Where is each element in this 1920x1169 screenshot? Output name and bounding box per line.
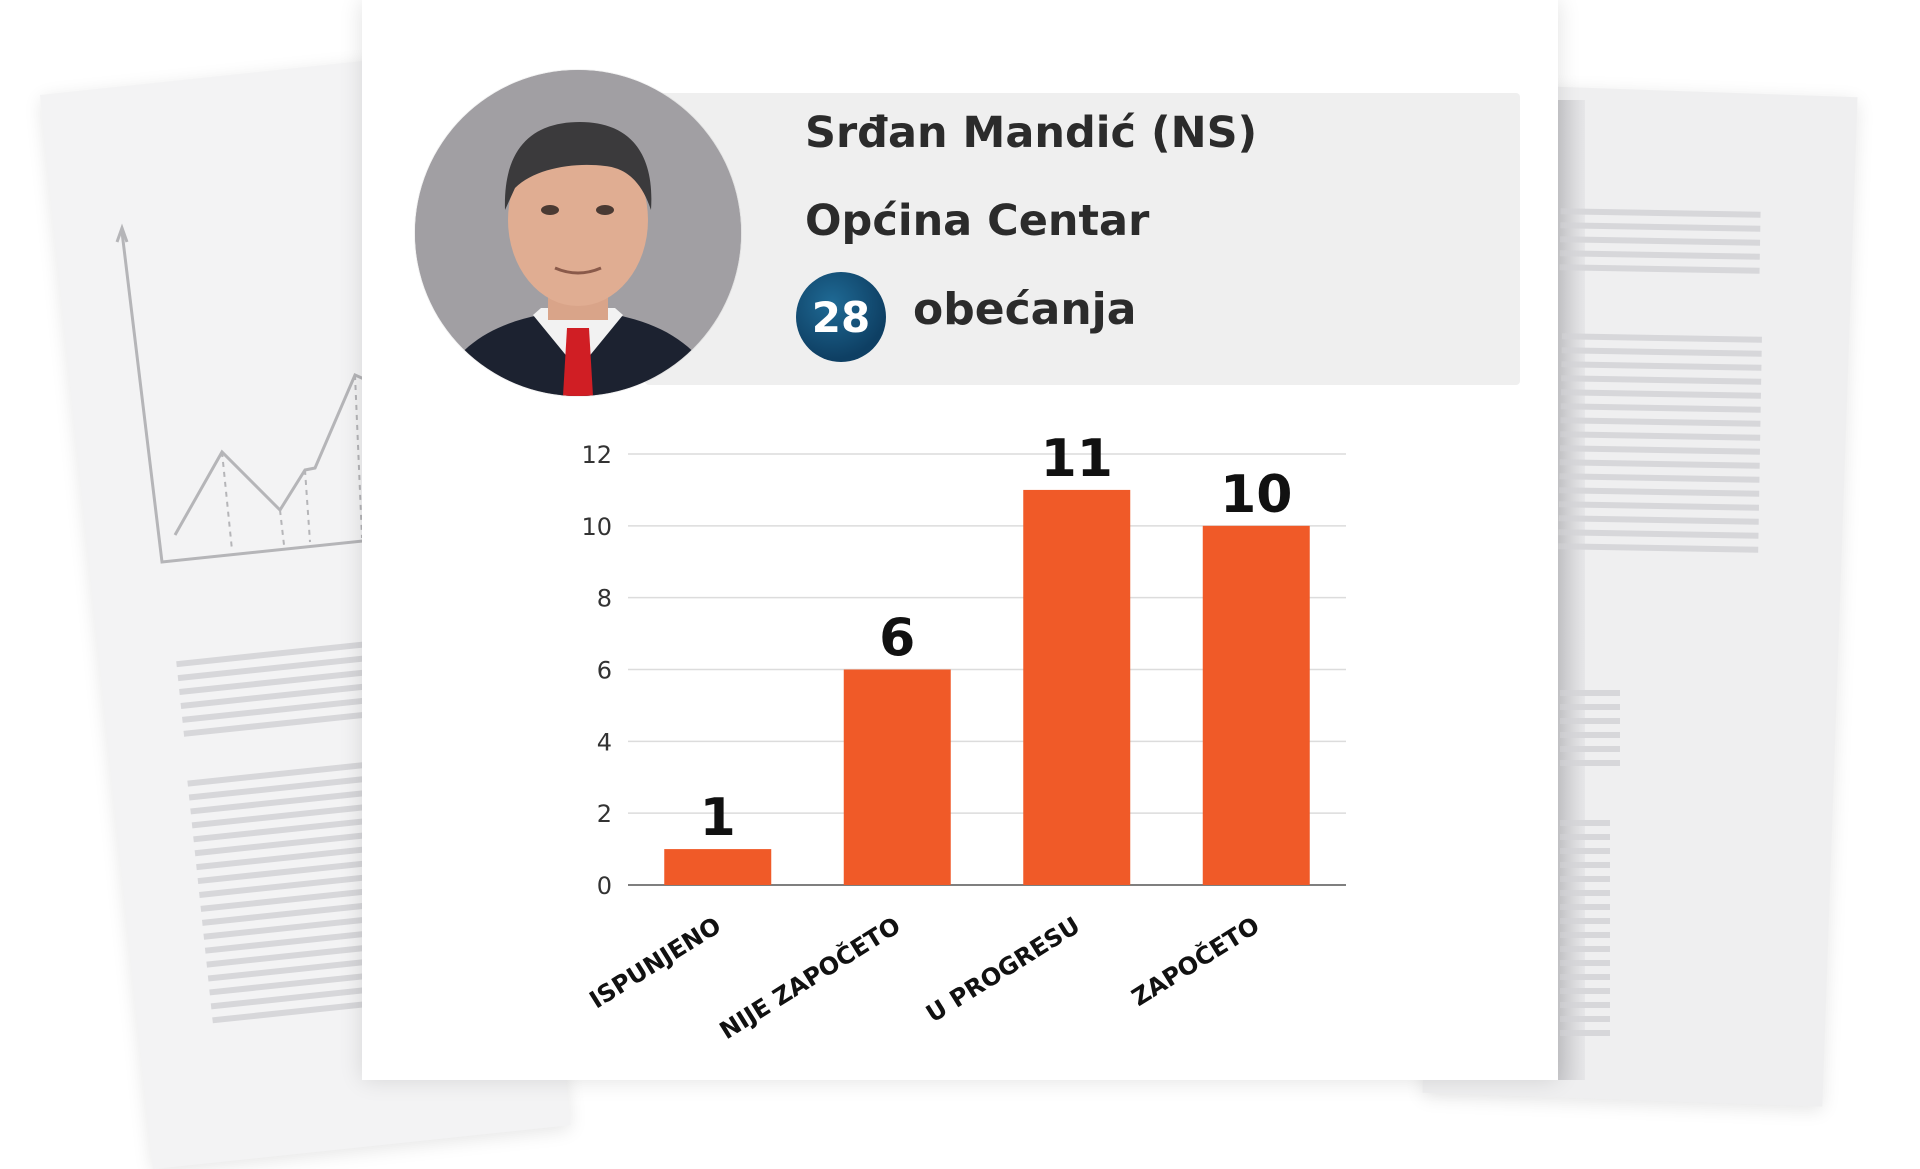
y-tick-label: 10 [581, 513, 612, 541]
x-category-label: NIJE ZAPOČETO [714, 910, 906, 1045]
x-category-label: ZAPOČETO [1126, 910, 1265, 1012]
bar [843, 669, 951, 885]
politician-name: Srđan Mandić (NS) [805, 108, 1258, 158]
decorative-line-chart [115, 223, 370, 564]
bar-value-label: 1 [700, 788, 736, 848]
bar-value-label: 10 [1220, 465, 1292, 525]
promises-bar-chart: 0 2 4 6 8 10 12 1 ISPUNJENO 6 NIJE ZAPOČETO 11 U PRO… [581, 429, 1346, 1045]
promises-count-badge: 28 [796, 272, 886, 362]
decorative-text-lines [1560, 820, 1610, 1044]
y-tick-label: 12 [581, 441, 612, 469]
y-tick-label: 0 [597, 872, 612, 900]
bar-value-label: 6 [879, 609, 915, 669]
y-tick-label: 2 [597, 800, 612, 828]
person-portrait-icon [415, 70, 741, 396]
y-tick-label: 8 [597, 585, 612, 613]
decorative-text-lines [1560, 690, 1620, 774]
municipality-name: Općina Centar [805, 196, 1150, 246]
y-tick-label: 4 [597, 728, 612, 756]
x-category-label: U PROGRESU [921, 911, 1085, 1028]
x-category-label: ISPUNJENO [585, 911, 726, 1014]
bar [1202, 525, 1310, 885]
bar [664, 849, 772, 885]
avatar [415, 70, 741, 396]
promises-label: obećanja [913, 284, 1137, 335]
y-tick-label: 6 [597, 657, 612, 685]
bar-value-label: 11 [1041, 429, 1113, 489]
bar [1023, 489, 1131, 885]
profile-card [645, 93, 1520, 385]
background-sheet-edge [1555, 100, 1585, 1080]
